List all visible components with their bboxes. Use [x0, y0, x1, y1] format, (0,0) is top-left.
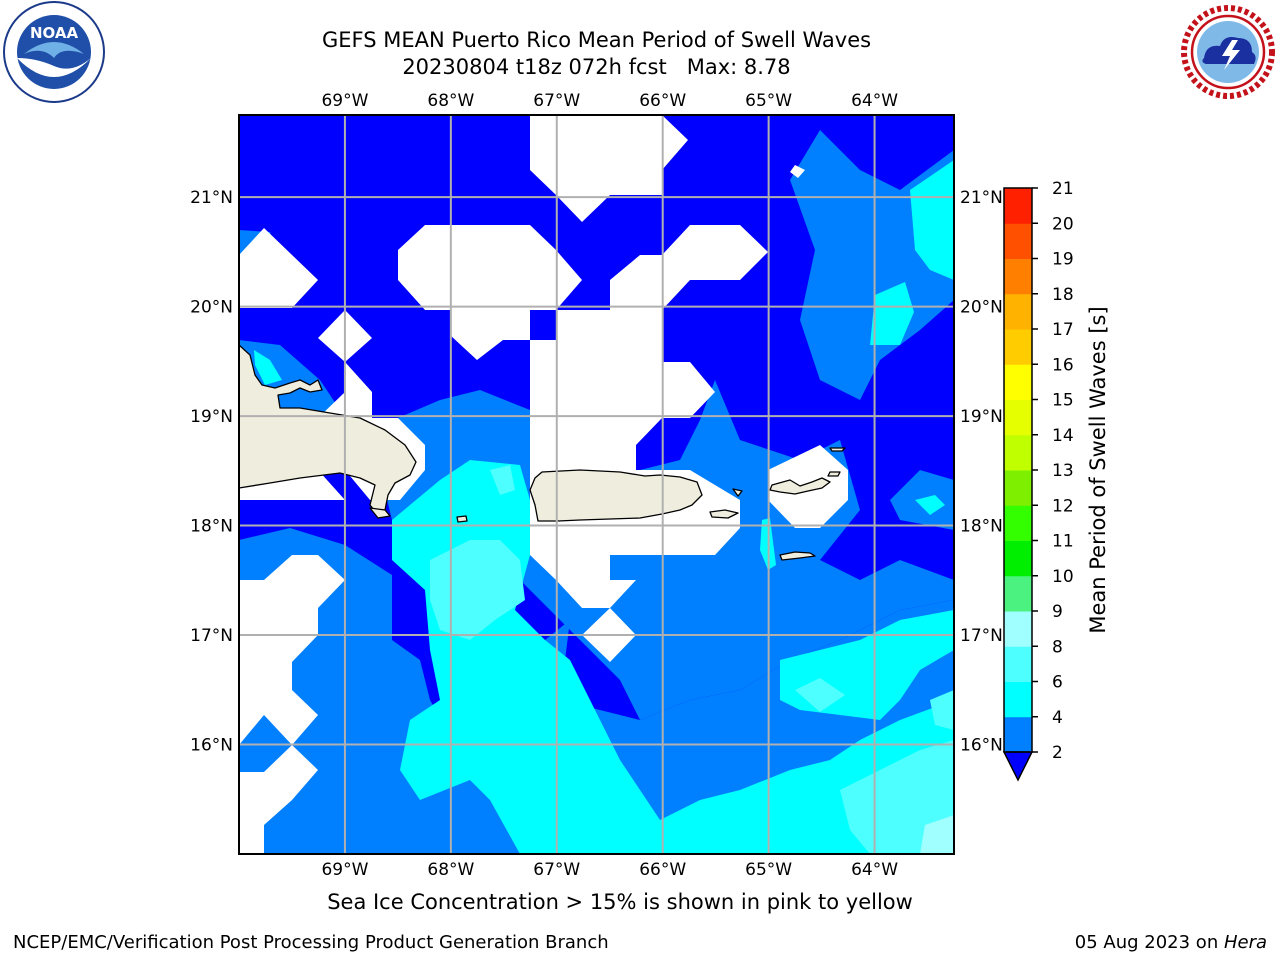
land — [239, 344, 846, 561]
colorbar-segment — [1004, 188, 1032, 224]
graticule — [239, 115, 954, 854]
lat-tick-left: 20°N — [190, 298, 233, 318]
lat-tick-left: 19°N — [190, 407, 233, 427]
map-title: GEFS MEAN Puerto Rico Mean Period of Swe… — [321, 28, 872, 52]
colorbar-segment — [1004, 364, 1032, 400]
colorbar-tick-label: 2 — [1052, 743, 1063, 763]
producer-credit: NCEP/EMC/Verification Post Processing Pr… — [13, 932, 609, 953]
nws-logo — [1179, 3, 1277, 101]
colorbar-segment — [1004, 293, 1032, 330]
colorbar-segment — [1004, 716, 1032, 753]
lon-tick-bottom: 65°W — [745, 860, 792, 880]
sea-ice-note: Sea Ice Concentration > 15% is shown in … — [327, 890, 913, 914]
land-puerto-rico — [529, 469, 703, 522]
colorbar-under-extension — [1002, 751, 1034, 782]
lat-tick-right: 19°N — [960, 407, 1003, 427]
lat-tick-left: 18°N — [190, 517, 233, 537]
colorbar-tick-label: 19 — [1052, 250, 1074, 270]
colorbar-segment — [1004, 646, 1032, 682]
lon-tick-top: 69°W — [321, 91, 368, 111]
colorbar-tick-label: 15 — [1052, 391, 1074, 411]
run-date-credit: 05 Aug 2023 on Hera — [1075, 932, 1267, 953]
noaa-logo-text: NOAA — [30, 24, 79, 42]
colorbar-tick-label: 14 — [1052, 426, 1074, 446]
lon-tick-top: 64°W — [851, 91, 898, 111]
colorbar-tick-label: 11 — [1052, 532, 1074, 552]
lat-tick-right: 17°N — [960, 626, 1003, 646]
colorbar-segment — [1004, 258, 1032, 295]
colorbar-tick-label: 10 — [1052, 567, 1074, 587]
lat-tick-right: 20°N — [960, 298, 1003, 318]
lon-tick-top: 65°W — [745, 91, 792, 111]
lon-tick-bottom: 67°W — [533, 860, 580, 880]
colorbar-segment — [1004, 399, 1032, 436]
colorbar-segment — [1004, 681, 1032, 718]
lon-tick-top: 68°W — [427, 91, 474, 111]
colorbar-tick-label: 17 — [1052, 320, 1074, 340]
lat-tick-right: 16°N — [960, 736, 1003, 756]
colorbar-tick-label: 9 — [1052, 602, 1063, 622]
land-anegada — [827, 471, 841, 477]
colorbar-segment — [1004, 540, 1032, 577]
colorbar-tick-label: 13 — [1052, 461, 1074, 481]
lon-tick-bottom: 66°W — [639, 860, 686, 880]
lat-tick-left: 17°N — [190, 626, 233, 646]
run-machine: Hera — [1223, 932, 1267, 953]
colorbar-segment — [1004, 434, 1032, 471]
colorbar-segment — [1004, 329, 1032, 365]
map-frame — [238, 114, 955, 855]
colorbar-tick-label: 6 — [1052, 673, 1063, 693]
land-sombrero — [829, 447, 846, 452]
lon-tick-bottom: 68°W — [427, 860, 474, 880]
lon-tick-bottom: 69°W — [321, 860, 368, 880]
run-date: 05 Aug 2023 on — [1074, 932, 1224, 953]
colorbar-segment — [1004, 611, 1032, 647]
colorbar-tick-label: 21 — [1052, 179, 1074, 199]
colorbar-segment — [1004, 470, 1032, 506]
land-mona — [456, 515, 468, 523]
colorbar-tick-label: 18 — [1052, 285, 1074, 305]
lat-tick-right: 18°N — [960, 517, 1003, 537]
lon-tick-top: 66°W — [639, 91, 686, 111]
colorbar-label: Mean Period of Swell Waves [s] — [1086, 306, 1110, 633]
lat-tick-left: 21°N — [190, 188, 233, 208]
land-st-croix — [779, 551, 816, 561]
map-plot-area — [239, 115, 954, 854]
colorbar-tick-label: 4 — [1052, 708, 1063, 728]
colorbar-tick-label: 12 — [1052, 496, 1074, 516]
land-culebra — [732, 488, 743, 497]
lon-tick-top: 67°W — [533, 91, 580, 111]
lat-tick-left: 16°N — [190, 736, 233, 756]
colorbar-tick-label: 20 — [1052, 214, 1074, 234]
colorbar-tick-label: 8 — [1052, 637, 1063, 657]
land-vieques — [709, 509, 739, 519]
lon-tick-bottom: 64°W — [851, 860, 898, 880]
colorbar-segment — [1004, 223, 1032, 259]
colorbar-segment — [1004, 505, 1032, 541]
colorbar-tick-label: 16 — [1052, 355, 1074, 375]
land-virgin-islands — [769, 477, 831, 495]
map-subtitle: 20230804 t18z 072h fcst Max: 8.78 — [402, 55, 791, 79]
land-saona — [369, 507, 391, 519]
band-8-9 — [920, 815, 954, 854]
noaa-logo: NOAA — [3, 1, 105, 103]
lat-tick-right: 21°N — [960, 188, 1003, 208]
colorbar-segment — [1004, 575, 1032, 612]
colorbar: 2 4 6 8 9 10 11 12 13 14 15 16 17 18 19 20 21 — [1002, 179, 1074, 782]
